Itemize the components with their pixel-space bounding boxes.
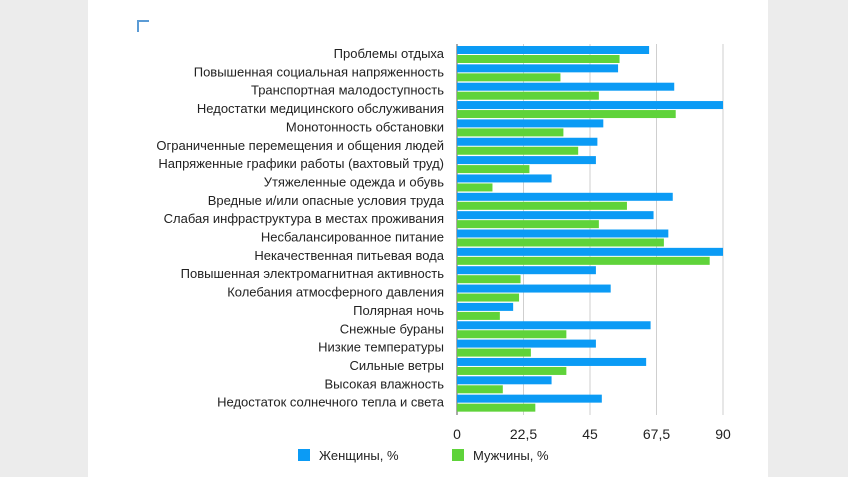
category-label: Высокая влажность (324, 376, 444, 391)
bar-men (457, 403, 536, 412)
legend-swatch-women (298, 449, 310, 461)
bar-women (457, 302, 514, 311)
bar-men (457, 238, 664, 247)
bar-men (457, 165, 530, 174)
x-tick-label: 90 (715, 426, 731, 442)
bar-women (457, 357, 647, 366)
bar-women (457, 82, 675, 91)
legend-swatch-men (452, 449, 464, 461)
category-label: Недостаток солнечного тепла и света (217, 395, 445, 410)
bar-men (457, 220, 599, 229)
bar-men (457, 385, 503, 394)
category-label: Снежные бураны (340, 321, 444, 336)
category-label: Монотонность обстановки (286, 119, 444, 134)
legend-label: Мужчины, % (473, 448, 549, 463)
bar-women (457, 119, 604, 128)
category-label: Проблемы отдыха (334, 46, 445, 61)
category-label: Колебания атмосферного давления (227, 285, 444, 300)
bar-women (457, 64, 619, 73)
bar-men (457, 128, 564, 137)
category-label: Повышенная социальная напряженность (194, 64, 444, 79)
category-label: Несбалансированное питание (261, 230, 444, 245)
bar-women (457, 156, 596, 165)
category-label: Повышенная электромагнитная активность (181, 266, 445, 281)
bar-men (457, 275, 521, 284)
bar-women (457, 192, 673, 201)
x-tick-label: 45 (582, 426, 598, 442)
bar-women (457, 266, 596, 275)
bar-men (457, 146, 579, 155)
category-label: Вредные и/или опасные условия труда (208, 193, 445, 208)
bar-women (457, 46, 650, 54)
bar-women (457, 376, 552, 385)
category-label: Транспортная малодоступность (251, 83, 444, 98)
bar-men (457, 201, 627, 210)
bar-women (457, 211, 654, 220)
category-label: Низкие температуры (318, 340, 444, 355)
category-label: Недостатки медицинского обслуживания (197, 101, 444, 116)
category-label: Утяжеленные одежда и обувь (264, 174, 445, 189)
legend-label: Женщины, % (319, 448, 399, 463)
x-tick-label: 67,5 (643, 426, 670, 442)
bar-women (457, 229, 669, 238)
bar-men (457, 366, 567, 375)
bar-women (457, 101, 723, 110)
category-label: Слабая инфраструктура в местах проживани… (164, 211, 444, 226)
category-label: Ограниченные перемещения и общения людей (156, 138, 444, 153)
category-label: Сильные ветры (350, 358, 444, 373)
bar-women (457, 339, 596, 348)
x-tick-label: 0 (453, 426, 461, 442)
category-label: Некачественная питьевая вода (254, 248, 444, 263)
bar-women (457, 321, 651, 330)
bar-men (457, 91, 599, 100)
bar-women (457, 174, 552, 183)
bar-men (457, 55, 620, 63)
category-label: Напряженные графики работы (вахтовый тру… (158, 156, 444, 171)
bar-women (457, 247, 723, 256)
bar-men (457, 73, 561, 82)
corner-mark-icon (137, 20, 149, 32)
bar-men (457, 330, 567, 339)
bar-women (457, 284, 611, 293)
category-label: Полярная ночь (353, 303, 444, 318)
bar-men (457, 110, 676, 119)
x-tick-label: 22,5 (510, 426, 537, 442)
bar-women (457, 394, 602, 403)
bar-men (457, 311, 500, 320)
bar-men (457, 256, 710, 265)
bar-women (457, 137, 598, 146)
bar-men (457, 293, 520, 302)
bar-men (457, 183, 493, 192)
bar-men (457, 348, 531, 357)
